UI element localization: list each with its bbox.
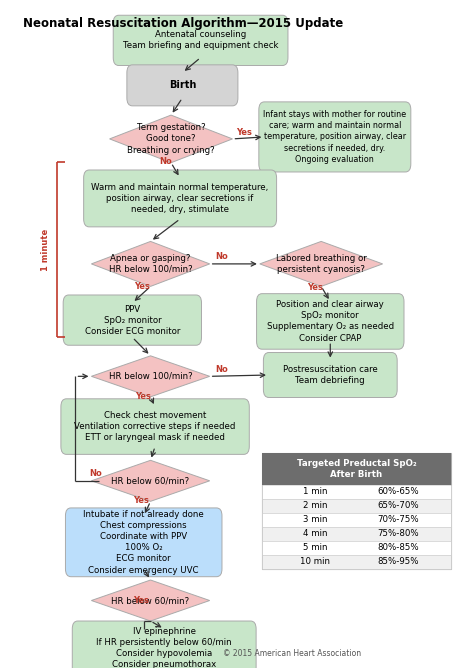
FancyBboxPatch shape (113, 15, 288, 65)
Text: Labored breathing or
persistent cyanosis?: Labored breathing or persistent cyanosis… (276, 254, 366, 274)
FancyBboxPatch shape (72, 621, 256, 668)
FancyBboxPatch shape (262, 453, 451, 568)
Text: No: No (216, 253, 228, 261)
Text: Yes: Yes (134, 282, 150, 291)
Text: 65%-70%: 65%-70% (377, 501, 419, 510)
Text: Yes: Yes (307, 283, 322, 292)
FancyBboxPatch shape (61, 399, 249, 454)
FancyBboxPatch shape (262, 485, 451, 499)
Text: Warm and maintain normal temperature,
position airway, clear secretions if
neede: Warm and maintain normal temperature, po… (91, 183, 269, 214)
Text: Antenatal counseling
Team briefing and equipment check: Antenatal counseling Team briefing and e… (123, 30, 278, 50)
Text: 1 min: 1 min (303, 487, 327, 496)
FancyBboxPatch shape (264, 353, 397, 397)
FancyBboxPatch shape (259, 102, 411, 172)
FancyBboxPatch shape (262, 513, 451, 527)
Text: HR below 60/min?: HR below 60/min? (111, 596, 190, 605)
Text: 4 min: 4 min (303, 529, 327, 538)
Text: 75%-80%: 75%-80% (377, 529, 419, 538)
Text: Targeted Preductal SpO₂
After Birth: Targeted Preductal SpO₂ After Birth (297, 459, 416, 479)
Polygon shape (91, 460, 210, 501)
Text: 3 min: 3 min (303, 515, 327, 524)
Text: 70%-75%: 70%-75% (377, 515, 419, 524)
Text: Position and clear airway
SpO₂ monitor
Supplementary O₂ as needed
Consider CPAP: Position and clear airway SpO₂ monitor S… (267, 301, 394, 343)
Text: HR below 60/min?: HR below 60/min? (111, 476, 190, 486)
Text: Apnea or gasping?
HR below 100/min?: Apnea or gasping? HR below 100/min? (109, 254, 192, 274)
Text: No: No (89, 469, 102, 478)
FancyBboxPatch shape (262, 554, 451, 568)
Text: Birth: Birth (169, 80, 196, 90)
FancyBboxPatch shape (262, 527, 451, 541)
Polygon shape (91, 356, 210, 397)
FancyBboxPatch shape (127, 65, 238, 106)
Text: HR below 100/min?: HR below 100/min? (109, 372, 192, 381)
FancyBboxPatch shape (63, 295, 201, 345)
Text: Yes: Yes (133, 596, 149, 605)
FancyBboxPatch shape (262, 541, 451, 554)
FancyBboxPatch shape (65, 508, 222, 576)
FancyBboxPatch shape (256, 294, 404, 349)
Text: 85%-95%: 85%-95% (377, 557, 419, 566)
Text: 80%-85%: 80%-85% (377, 543, 419, 552)
Text: No: No (215, 365, 228, 374)
Polygon shape (91, 241, 210, 287)
Text: Check chest movement
Ventilation corrective steps if needed
ETT or laryngeal mas: Check chest movement Ventilation correct… (74, 411, 236, 442)
Text: Neonatal Resuscitation Algorithm—2015 Update: Neonatal Resuscitation Algorithm—2015 Up… (23, 17, 343, 29)
Text: 2 min: 2 min (303, 501, 327, 510)
FancyBboxPatch shape (262, 453, 451, 485)
Polygon shape (260, 241, 383, 287)
Polygon shape (91, 580, 210, 621)
Text: No: No (160, 157, 173, 166)
FancyBboxPatch shape (262, 499, 451, 513)
Text: Term gestation?
Good tone?
Breathing or crying?: Term gestation? Good tone? Breathing or … (127, 124, 215, 154)
FancyBboxPatch shape (83, 170, 277, 227)
Text: Yes: Yes (236, 128, 252, 137)
Text: IV epinephrine
If HR persistently below 60/min
Consider hypovolemia
Consider pne: IV epinephrine If HR persistently below … (96, 627, 232, 668)
Text: Intubate if not already done
Chest compressions
Coordinate with PPV
100% O₂
ECG : Intubate if not already done Chest compr… (83, 510, 204, 574)
Polygon shape (109, 115, 232, 163)
Text: 60%-65%: 60%-65% (377, 487, 419, 496)
Text: Postresuscitation care
Team debriefing: Postresuscitation care Team debriefing (283, 365, 378, 385)
Text: Infant stays with mother for routine
care; warm and maintain normal
temperature,: Infant stays with mother for routine car… (263, 110, 406, 164)
Text: PPV
SpO₂ monitor
Consider ECG monitor: PPV SpO₂ monitor Consider ECG monitor (85, 305, 180, 336)
Text: 10 min: 10 min (300, 557, 330, 566)
Text: Yes: Yes (133, 496, 149, 505)
Text: 1 minute: 1 minute (41, 228, 50, 271)
Text: 5 min: 5 min (303, 543, 327, 552)
Text: Yes: Yes (135, 393, 150, 401)
Text: © 2015 American Heart Association: © 2015 American Heart Association (222, 649, 361, 658)
